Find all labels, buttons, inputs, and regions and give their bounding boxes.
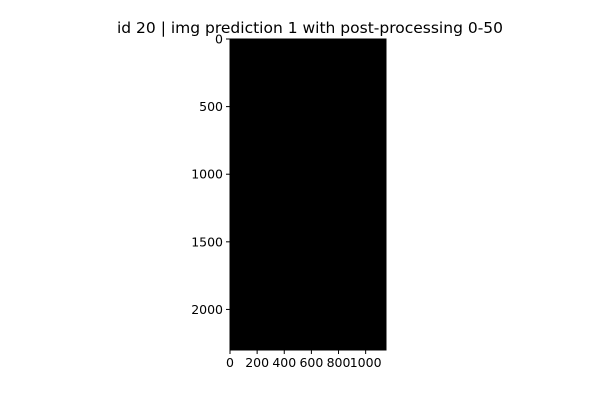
x-tick-label: 600 — [299, 355, 323, 370]
y-tick-label: 0 — [215, 32, 223, 47]
x-tick-label: 200 — [245, 355, 269, 370]
image-cell — [230, 39, 386, 350]
plot-area — [229, 38, 387, 351]
chart-title: id 20 | img prediction 1 with post-proce… — [117, 19, 503, 37]
y-axis: 0 500 1000 1500 2000 — [191, 32, 230, 317]
x-tick-label: 400 — [272, 355, 296, 370]
y-tick-label: 1500 — [191, 234, 223, 249]
x-tick-label: 1000 — [350, 355, 382, 370]
y-tick-label: 500 — [199, 99, 223, 114]
x-axis: 0 200 400 600 800 1000 — [226, 350, 382, 370]
plot-frame — [229, 38, 387, 351]
y-tick-label: 2000 — [191, 302, 223, 317]
x-tick-label: 0 — [226, 355, 234, 370]
y-tick-label: 1000 — [191, 167, 223, 182]
x-tick-label: 800 — [327, 355, 351, 370]
